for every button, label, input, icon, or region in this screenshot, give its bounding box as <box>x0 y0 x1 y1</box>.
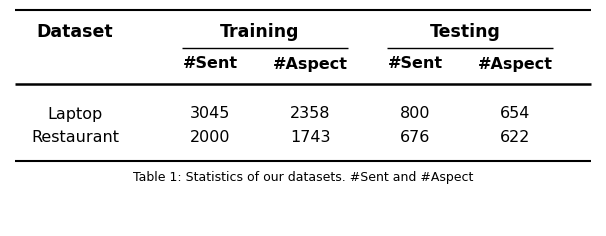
Text: Table 1: Statistics of our datasets. #Sent and #Aspect: Table 1: Statistics of our datasets. #Se… <box>133 172 473 185</box>
Text: Dataset: Dataset <box>37 23 113 41</box>
Text: 2358: 2358 <box>290 106 330 122</box>
Text: #Aspect: #Aspect <box>478 56 553 72</box>
Text: 622: 622 <box>500 131 530 146</box>
Text: Testing: Testing <box>430 23 501 41</box>
Text: 2000: 2000 <box>190 131 230 146</box>
Text: 676: 676 <box>400 131 430 146</box>
Text: #Aspect: #Aspect <box>273 56 347 72</box>
Text: Training: Training <box>220 23 300 41</box>
Text: Laptop: Laptop <box>47 106 102 122</box>
Text: Restaurant: Restaurant <box>31 131 119 146</box>
Text: 3045: 3045 <box>190 106 230 122</box>
Text: 1743: 1743 <box>290 131 330 146</box>
Text: #Sent: #Sent <box>182 56 238 72</box>
Text: 654: 654 <box>500 106 530 122</box>
Text: #Sent: #Sent <box>387 56 442 72</box>
Text: 800: 800 <box>400 106 430 122</box>
